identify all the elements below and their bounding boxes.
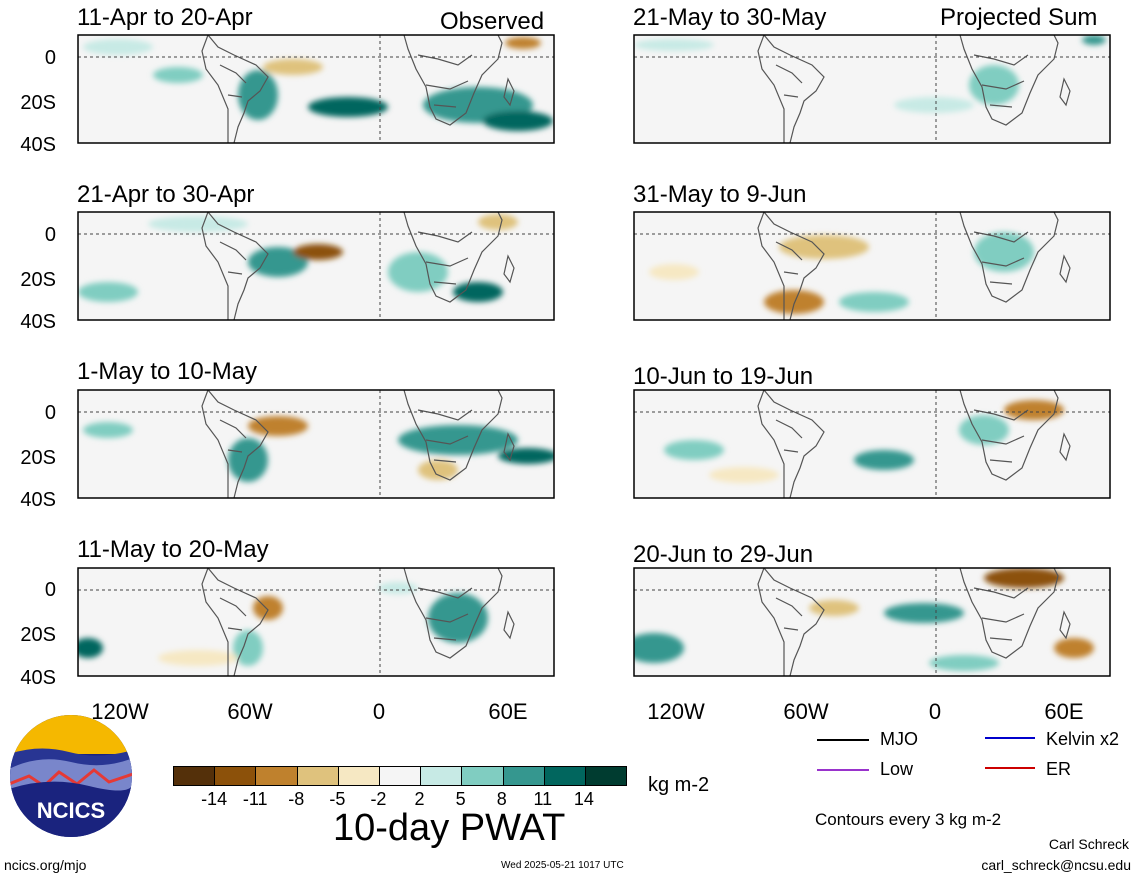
panel-title-projected-4: 20-Jun to 29-Jun <box>633 541 814 568</box>
map-panel-observed-4 <box>77 567 555 677</box>
colorbar-swatch <box>214 767 256 785</box>
lat-label-20s-p1: 20S <box>20 92 56 114</box>
legend-er-line <box>985 767 1035 769</box>
map-panel-observed-3 <box>77 389 555 499</box>
colorbar-swatch <box>337 767 379 785</box>
lon-label-60w-right: 60W <box>783 699 829 724</box>
panel-title-projected-3: 10-Jun to 19-Jun <box>633 363 814 390</box>
colorbar-tick-label: 2 <box>414 789 425 809</box>
colorbar-tick-label: -2 <box>370 789 387 809</box>
map-panel-observed-1 <box>77 34 555 144</box>
colorbar-tick-label: 14 <box>573 789 594 809</box>
legend-mjo-line <box>817 739 869 741</box>
map-panels <box>77 34 1111 677</box>
legend-kelvin-label: Kelvin x2 <box>1046 729 1120 749</box>
lat-label-0-p4: 0 <box>44 579 56 601</box>
colorbar-tick-label: -11 <box>242 789 268 809</box>
colorbar-swatch <box>502 767 544 785</box>
lat-label-40s-p3: 40S <box>20 489 56 511</box>
colorbar-swatch <box>255 767 297 785</box>
colorbar-swatch <box>584 767 627 785</box>
projected-sum-label: Projected Sum <box>940 4 1098 31</box>
lat-label-0-p1: 0 <box>44 47 56 69</box>
lat-label-0-p3: 0 <box>44 402 56 424</box>
map-panel-projected-3 <box>633 389 1111 499</box>
map-panel-projected-4 <box>633 567 1111 677</box>
legend-low-label: Low <box>880 759 914 779</box>
colorbar-swatch <box>543 767 585 785</box>
lat-label-40s-p2: 40S <box>20 311 56 333</box>
lon-label-120w-left: 120W <box>91 699 149 724</box>
legend-low-line <box>817 769 869 771</box>
colorbar-swatch <box>461 767 503 785</box>
colorbar-units: kg m-2 <box>648 774 710 796</box>
logo-text: NCICS <box>37 798 105 823</box>
lat-label-40s-p4: 40S <box>20 667 56 689</box>
lon-label-120w-right: 120W <box>647 699 705 724</box>
colorbar-tick-label: 8 <box>496 789 507 809</box>
lat-label-40s-p1: 40S <box>20 134 56 156</box>
lat-label-20s-p2: 20S <box>20 269 56 291</box>
lon-label-0-right: 0 <box>928 699 942 724</box>
lon-label-60e-right: 60E <box>1044 699 1084 724</box>
colorbar-tick-label: -5 <box>329 789 346 809</box>
lon-label-0-left: 0 <box>372 699 386 724</box>
lat-label-0-p2: 0 <box>44 224 56 246</box>
footer-url[interactable]: ncics.org/mjo <box>4 857 87 873</box>
panel-title-projected-1: 21-May to 30-May <box>633 4 827 31</box>
panel-title-projected-2: 31-May to 9-Jun <box>633 181 807 208</box>
legend-mjo-label: MJO <box>880 729 918 749</box>
lon-label-60w-left: 60W <box>227 699 273 724</box>
field-title: 10-day PWAT <box>333 807 566 849</box>
colorbar-tick-label: -14 <box>201 789 228 809</box>
colorbar-tick-label: -8 <box>288 789 305 809</box>
colorbar-ticks: -14 -11 -8 -5 -2 2 5 8 11 14 <box>173 790 625 810</box>
lat-label-20s-p4: 20S <box>20 624 56 646</box>
contour-note: Contours every 3 kg m-2 <box>815 810 1002 829</box>
map-panel-projected-1 <box>633 34 1111 144</box>
footer-author: Carl Schreck <box>1048 836 1129 852</box>
colorbar-tick-label: 5 <box>455 789 466 809</box>
ncics-logo[interactable]: NCICS <box>9 714 133 838</box>
panel-title-observed-2: 21-Apr to 30-Apr <box>77 181 255 208</box>
colorbar-swatch <box>296 767 338 785</box>
panel-title-observed-1: 11-Apr to 20-Apr <box>77 4 253 31</box>
map-panel-observed-2 <box>77 211 555 321</box>
colorbar-swatch <box>420 767 462 785</box>
footer-email[interactable]: carl_schreck@ncsu.edu <box>981 857 1131 873</box>
colorbar-tick-label: 11 <box>533 789 553 809</box>
legend-er-label: ER <box>1046 759 1072 779</box>
colorbar <box>173 766 627 786</box>
colorbar-swatch <box>378 767 421 785</box>
panel-title-observed-4: 11-May to 20-May <box>77 536 269 563</box>
panel-title-observed-3: 1-May to 10-May <box>77 358 258 385</box>
observed-label: Observed <box>440 8 545 35</box>
footer-timestamp: Wed 2025-05-21 1017 UTC <box>501 860 624 871</box>
lon-label-60e-left: 60E <box>488 699 528 724</box>
colorbar-swatch <box>174 767 215 785</box>
map-panel-projected-2 <box>633 211 1111 321</box>
legend-kelvin-line <box>985 737 1035 739</box>
lat-label-20s-p3: 20S <box>20 447 56 469</box>
